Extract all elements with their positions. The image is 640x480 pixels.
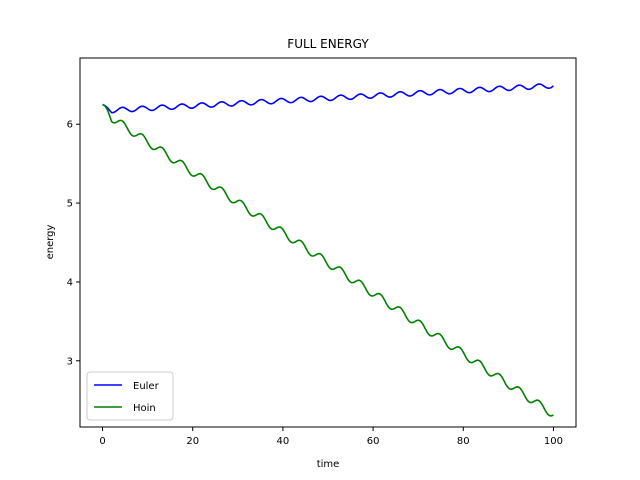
y-axis-ticks: 3 4 5 6 xyxy=(67,120,80,367)
legend-box xyxy=(86,371,174,421)
legend-label-hoin: Hoin xyxy=(133,403,156,414)
x-tick-label: 20 xyxy=(186,436,199,447)
x-tick-label: 60 xyxy=(367,436,380,447)
x-tick-label: 40 xyxy=(277,436,290,447)
legend: Euler Hoin xyxy=(86,371,174,421)
legend-label-euler: Euler xyxy=(133,381,160,392)
series-layer xyxy=(102,83,554,417)
x-tick-label: 0 xyxy=(99,436,105,447)
y-tick-label: 4 xyxy=(67,277,73,288)
y-tick-label: 6 xyxy=(67,120,73,131)
chart-title: FULL ENERGY xyxy=(287,37,369,51)
y-tick-label: 3 xyxy=(67,356,73,367)
y-axis-label: energy xyxy=(45,224,56,259)
plot-frame xyxy=(79,57,577,428)
x-axis-ticks: 0 20 40 60 80 100 xyxy=(99,427,563,447)
y-tick-label: 5 xyxy=(67,199,73,210)
plot-area xyxy=(80,58,576,427)
x-tick-label: 80 xyxy=(457,436,470,447)
series-line-hoin xyxy=(102,103,554,417)
series-line-euler xyxy=(102,83,554,114)
x-axis-label: time xyxy=(317,459,340,470)
x-tick-label: 100 xyxy=(544,436,563,447)
